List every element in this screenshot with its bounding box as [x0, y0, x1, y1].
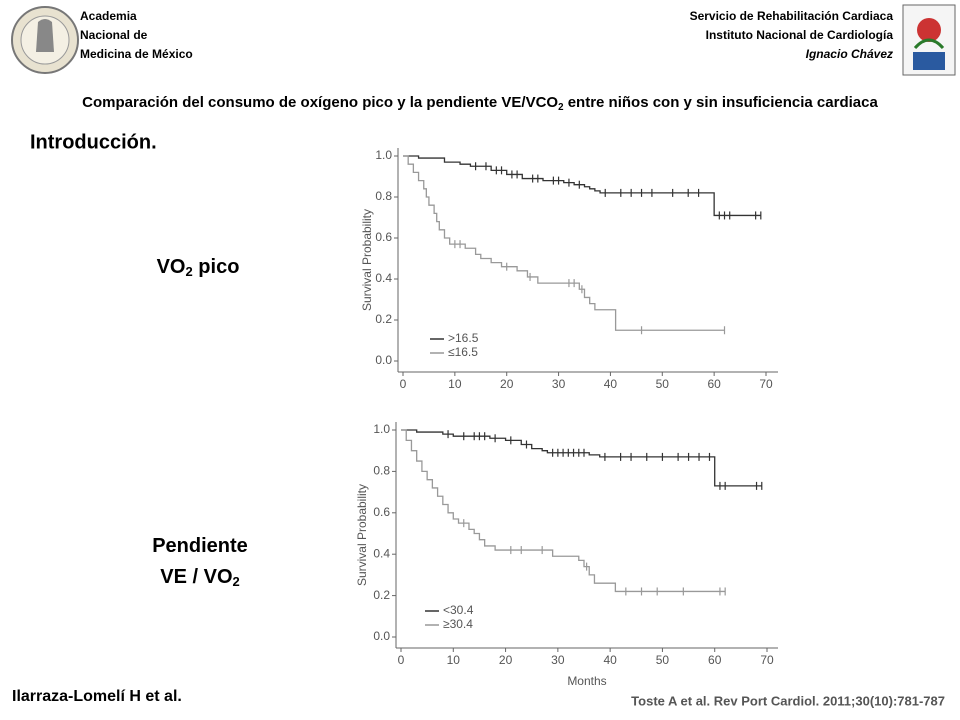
y-tick-label: 0.0	[373, 629, 390, 643]
y-tick-label: 0.4	[375, 271, 392, 285]
survival-curve	[403, 155, 725, 331]
y-tick-label: 0.6	[373, 505, 390, 519]
logo-academia	[11, 6, 79, 74]
y-tick-label: 0.4	[373, 546, 390, 560]
y-tick-label: 0.8	[373, 464, 390, 478]
vo2-label-sub: 2	[186, 264, 193, 279]
y-axis-label: Survival Probability	[355, 484, 369, 586]
footer-citation: Toste A et al. Rev Port Cardiol. 2011;30…	[631, 693, 945, 708]
subtitle: Comparación del consumo de oxígeno pico …	[82, 94, 878, 112]
x-tick-label: 30	[552, 377, 566, 391]
y-tick-label: 1.0	[373, 422, 390, 436]
slope-label-part: Pendiente	[152, 535, 248, 557]
slope-label: Pendiente	[152, 535, 248, 557]
slope-label-part: VE / VO	[160, 566, 232, 588]
legend-label: >16.5	[448, 331, 479, 345]
y-axis-label: Survival Probability	[360, 209, 374, 311]
header-right: Servicio de Rehabilitación Cardiaca	[690, 9, 894, 23]
y-tick-label: 0.6	[375, 230, 392, 244]
x-tick-label: 60	[707, 377, 721, 391]
subtitle-sub: 2	[558, 101, 564, 112]
header-left: Academia	[80, 9, 137, 23]
y-tick-label: 0.8	[375, 189, 392, 203]
x-tick-label: 60	[708, 653, 722, 667]
header-right: Instituto Nacional de Cardiología	[706, 28, 894, 42]
vo2-label: VO2 pico	[157, 256, 240, 279]
vo2-label-part: VO	[157, 256, 186, 278]
x-tick-label: 50	[656, 653, 670, 667]
x-tick-label: 10	[447, 653, 461, 667]
subtitle-part: Comparación del consumo de oxígeno pico …	[82, 94, 558, 111]
x-tick-label: 20	[499, 653, 513, 667]
survival-curve	[401, 429, 762, 487]
x-tick-label: 40	[604, 377, 618, 391]
footer-author: Ilarraza-Lomelí H et al.	[12, 688, 182, 705]
logo-instituto	[902, 4, 956, 76]
x-tick-label: 40	[603, 653, 617, 667]
y-tick-label: 0.2	[373, 588, 390, 602]
subtitle-part: entre niños con y sin insuficiencia card…	[564, 94, 879, 111]
slope-label: VE / VO2	[160, 566, 239, 589]
header-right: Ignacio Chávez	[806, 47, 893, 61]
x-tick-label: 70	[760, 653, 774, 667]
legend-label: <30.4	[443, 603, 474, 617]
x-tick-label: 70	[759, 377, 773, 391]
x-tick-label: 20	[500, 377, 514, 391]
vo2-label-part: pico	[193, 256, 240, 278]
x-tick-label: 50	[656, 377, 670, 391]
y-tick-label: 0.0	[375, 353, 392, 367]
x-axis-label: Months	[567, 674, 606, 688]
slope-label-sub: 2	[233, 574, 240, 589]
header-left: Medicina de México	[80, 47, 193, 61]
y-tick-label: 0.2	[375, 312, 392, 326]
y-tick-label: 1.0	[375, 148, 392, 162]
x-tick-label: 0	[398, 653, 405, 667]
legend-label: ≥30.4	[443, 617, 473, 631]
x-tick-label: 0	[400, 377, 407, 391]
x-tick-label: 10	[448, 377, 462, 391]
legend-label: ≤16.5	[448, 345, 478, 359]
header-left: Nacional de	[80, 28, 148, 42]
section-title: Introducción.	[30, 131, 157, 153]
survival-curve	[403, 155, 761, 217]
x-tick-label: 30	[551, 653, 565, 667]
